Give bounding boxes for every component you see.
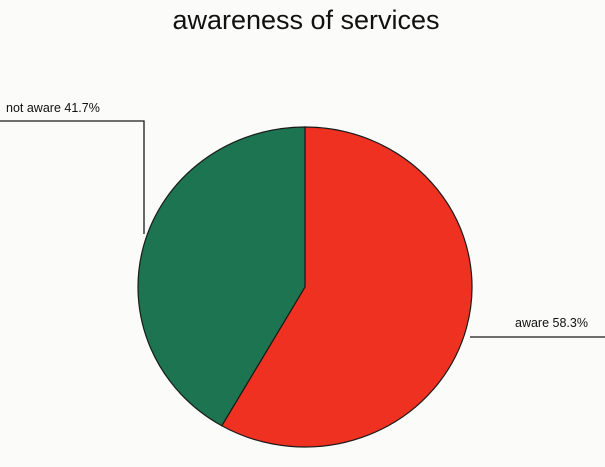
leader-lines-layer xyxy=(0,120,605,338)
slice-labels-layer: aware 58.3% not aware 41.7% xyxy=(6,101,588,330)
slices-layer xyxy=(137,126,473,448)
slice-label-not-aware: not aware 41.7% xyxy=(6,101,100,115)
pie-slice-aware xyxy=(220,126,473,448)
leader-line-not-aware xyxy=(0,120,145,234)
slice-label-aware: aware 58.3% xyxy=(515,316,588,330)
pie-slice-not-aware xyxy=(137,126,306,427)
chart-title: awareness of services xyxy=(172,5,439,35)
